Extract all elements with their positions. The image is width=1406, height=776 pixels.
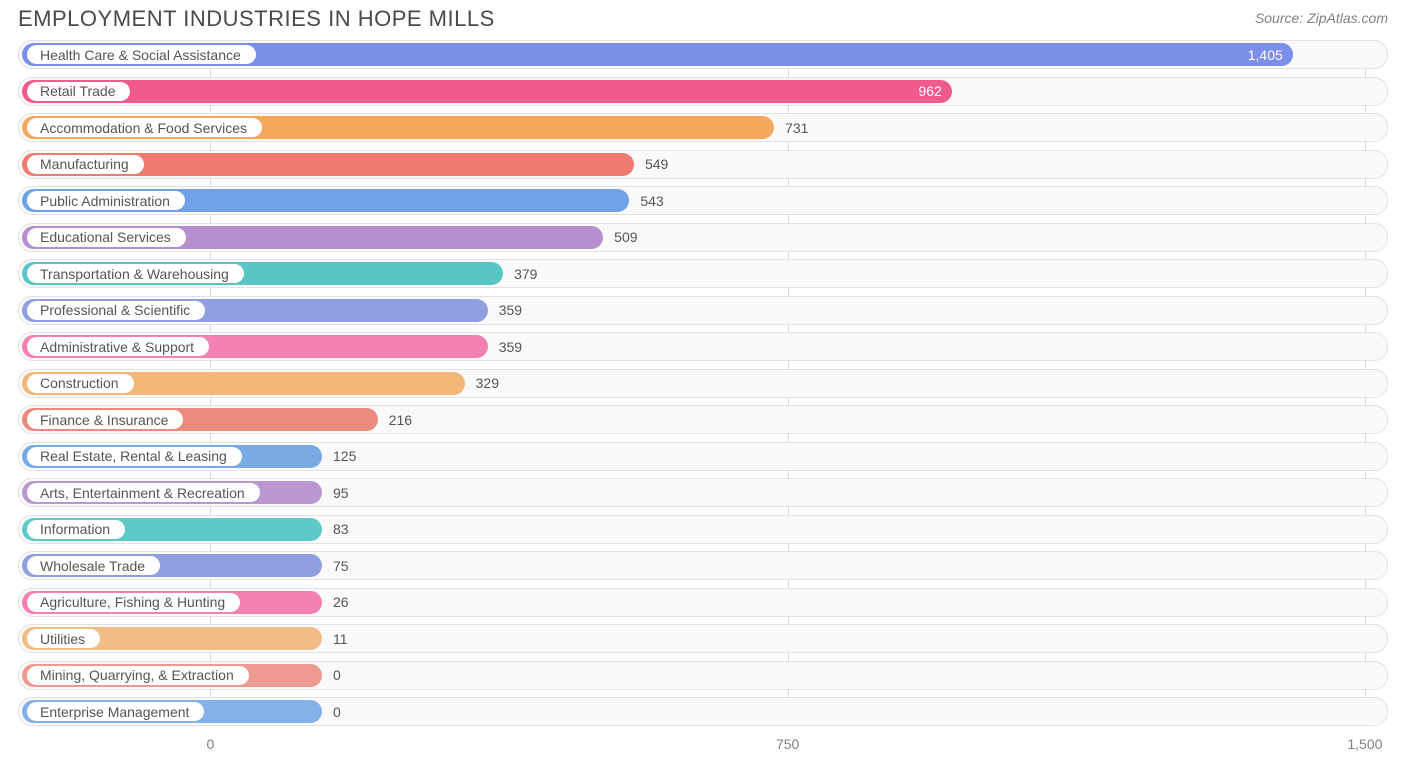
bar-row: 95 Arts, Entertainment & Recreation <box>18 478 1388 507</box>
bar-row: 962 Retail Trade <box>18 77 1388 106</box>
bar-label: Agriculture, Fishing & Hunting <box>27 593 240 612</box>
chart-source: Source: ZipAtlas.com <box>1255 6 1388 26</box>
bar-value: 543 <box>640 193 663 209</box>
bar-row: 0 Mining, Quarrying, & Extraction <box>18 661 1388 690</box>
bar-value: 216 <box>389 412 412 428</box>
bar-row: 359 Professional & Scientific <box>18 296 1388 325</box>
bar-label: Professional & Scientific <box>27 301 205 320</box>
bar-label: Health Care & Social Assistance <box>27 45 256 64</box>
bar-value: 83 <box>333 521 349 537</box>
bar-value: 26 <box>333 594 349 610</box>
bar-value: 509 <box>614 229 637 245</box>
bar-value: 549 <box>645 156 668 172</box>
bar-value: 95 <box>333 485 349 501</box>
bar-value: 11 <box>333 631 348 647</box>
bar-value: 1,405 <box>1248 47 1283 63</box>
bar-row: 543 Public Administration <box>18 186 1388 215</box>
bar-label: Mining, Quarrying, & Extraction <box>27 666 249 685</box>
bar-row: 1,405 Health Care & Social Assistance <box>18 40 1388 69</box>
bar-label: Utilities <box>27 629 100 648</box>
bar-row: 329 Construction <box>18 369 1388 398</box>
bar-label: Information <box>27 520 125 539</box>
bar-label: Administrative & Support <box>27 337 209 356</box>
bar-row: 83 Information <box>18 515 1388 544</box>
chart-title: EMPLOYMENT INDUSTRIES IN HOPE MILLS <box>18 6 495 32</box>
bar-label: Construction <box>27 374 134 393</box>
bar-label: Retail Trade <box>27 82 130 101</box>
bar-row: 11 Utilities <box>18 624 1388 653</box>
axis-tick: 1,500 <box>1347 736 1382 752</box>
bar-row: 75 Wholesale Trade <box>18 551 1388 580</box>
bar-row: 359 Administrative & Support <box>18 332 1388 361</box>
bar-value: 731 <box>785 120 808 136</box>
bar-row: 216 Finance & Insurance <box>18 405 1388 434</box>
chart-bars: 1,405 Health Care & Social Assistance 962 R… <box>18 40 1388 726</box>
bar-value: 125 <box>333 448 356 464</box>
chart-header: EMPLOYMENT INDUSTRIES IN HOPE MILLS Sour… <box>0 0 1406 40</box>
bar-label: Enterprise Management <box>27 702 204 721</box>
bar-value: 359 <box>499 302 522 318</box>
axis-tick: 0 <box>207 736 215 752</box>
bar-label: Finance & Insurance <box>27 410 183 429</box>
bar-value: 0 <box>333 667 341 683</box>
bar-value: 379 <box>514 266 537 282</box>
bar-label: Manufacturing <box>27 155 144 174</box>
bar-row: 26 Agriculture, Fishing & Hunting <box>18 588 1388 617</box>
bar-row: 0 Enterprise Management <box>18 697 1388 726</box>
bar-value: 962 <box>918 83 941 99</box>
bar-fill: 962 <box>22 80 952 103</box>
bar-row: 379 Transportation & Warehousing <box>18 259 1388 288</box>
bar-row: 549 Manufacturing <box>18 150 1388 179</box>
bar-label: Real Estate, Rental & Leasing <box>27 447 242 466</box>
bar-value: 0 <box>333 704 341 720</box>
bar-label: Wholesale Trade <box>27 556 160 575</box>
bar-value: 75 <box>333 558 349 574</box>
bar-label: Arts, Entertainment & Recreation <box>27 483 260 502</box>
chart-area: 1,405 Health Care & Social Assistance 962 R… <box>0 40 1406 726</box>
axis-tick: 750 <box>776 736 799 752</box>
chart-x-axis: 0 750 1,500 <box>18 734 1388 758</box>
bar-row: 731 Accommodation & Food Services <box>18 113 1388 142</box>
bar-label: Public Administration <box>27 191 185 210</box>
bar-value: 329 <box>476 375 499 391</box>
bar-label: Transportation & Warehousing <box>27 264 244 283</box>
bar-row: 125 Real Estate, Rental & Leasing <box>18 442 1388 471</box>
bar-label: Educational Services <box>27 228 186 247</box>
bar-value: 359 <box>499 339 522 355</box>
bar-row: 509 Educational Services <box>18 223 1388 252</box>
bar-label: Accommodation & Food Services <box>27 118 262 137</box>
